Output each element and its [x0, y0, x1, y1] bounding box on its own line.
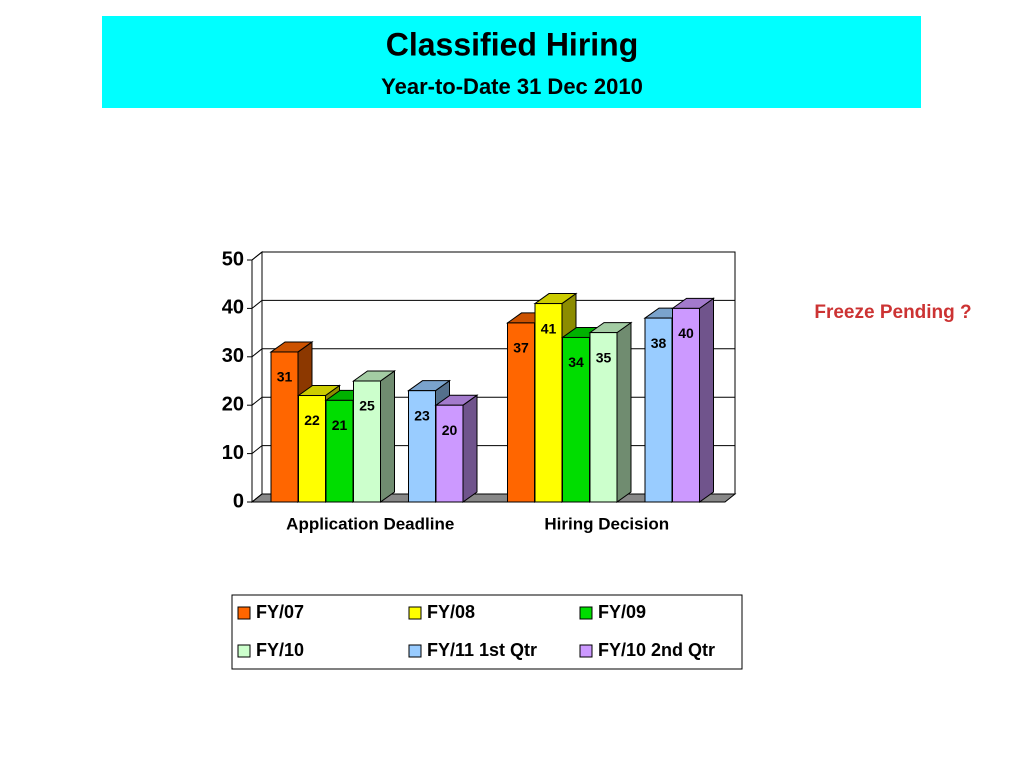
data-label: 20: [442, 422, 458, 438]
legend-label: FY/07: [256, 602, 304, 622]
bar-front: [435, 404, 464, 503]
legend-swatch: [408, 644, 422, 658]
legend-label: FY/09: [598, 602, 646, 622]
data-label: 25: [359, 398, 375, 414]
legend-swatch: [408, 606, 422, 620]
side-wall: [251, 250, 263, 504]
bar-side: [462, 394, 478, 503]
data-label: 34: [568, 354, 584, 370]
bar: [670, 297, 716, 503]
bar-front: [270, 351, 299, 503]
annotation: Freeze Pending ?: [814, 302, 971, 323]
subtitle: Year-to-Date 31 Dec 2010: [381, 74, 643, 99]
bar: [588, 321, 633, 503]
bar-front: [672, 307, 700, 503]
bar-side: [616, 321, 632, 503]
bar-front: [534, 303, 563, 503]
legend-label: FY/10 2nd Qtr: [598, 640, 715, 660]
bar-front: [589, 332, 618, 503]
y-tick-label: 0: [233, 490, 244, 512]
legend-swatch: [237, 606, 251, 620]
x-tick-label: Hiring Decision: [544, 514, 669, 533]
bar: [351, 370, 397, 503]
y-tick-label: 40: [222, 297, 244, 319]
data-label: 21: [332, 417, 348, 433]
bar-side: [380, 370, 395, 503]
bar-front: [298, 395, 326, 503]
legend: [231, 594, 743, 670]
bar-front: [408, 390, 436, 503]
grid-line: [251, 299, 735, 309]
data-label: 31: [277, 369, 293, 385]
y-tick-label: 10: [222, 442, 244, 464]
bar-front: [325, 399, 354, 503]
legend-swatch: [579, 606, 593, 620]
data-label: 38: [651, 335, 667, 351]
data-label: 22: [304, 412, 320, 428]
data-label: 23: [414, 407, 430, 423]
y-tick-label: 20: [222, 393, 244, 415]
x-tick-label: Application Deadline: [286, 514, 454, 533]
bar-front: [507, 322, 535, 503]
bar: [434, 394, 479, 503]
data-label: 40: [678, 325, 694, 341]
data-label: 35: [596, 349, 612, 365]
title: Classified Hiring: [386, 26, 639, 62]
legend-swatch: [579, 644, 593, 658]
data-label: 37: [513, 340, 529, 356]
legend-swatch: [237, 644, 251, 658]
y-tick-label: 30: [222, 345, 244, 367]
bar-side: [699, 297, 714, 503]
bar-front: [353, 380, 381, 503]
grid-line: [251, 251, 735, 261]
y-tick-label: 50: [222, 248, 244, 270]
legend-label: FY/10: [256, 640, 304, 660]
bar-front: [562, 336, 590, 503]
title-box: [102, 16, 921, 108]
legend-label: FY/08: [427, 602, 475, 622]
data-label: 41: [541, 320, 557, 336]
legend-label: FY/11 1st Qtr: [427, 640, 537, 660]
bar-front: [644, 317, 673, 503]
